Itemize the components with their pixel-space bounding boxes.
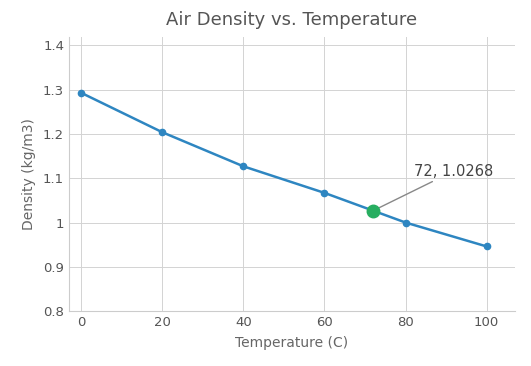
Text: 72, 1.0268: 72, 1.0268 (373, 164, 493, 211)
Y-axis label: Density (kg/m3): Density (kg/m3) (22, 118, 36, 230)
Title: Air Density vs. Temperature: Air Density vs. Temperature (167, 11, 417, 30)
X-axis label: Temperature (C): Temperature (C) (235, 336, 349, 350)
